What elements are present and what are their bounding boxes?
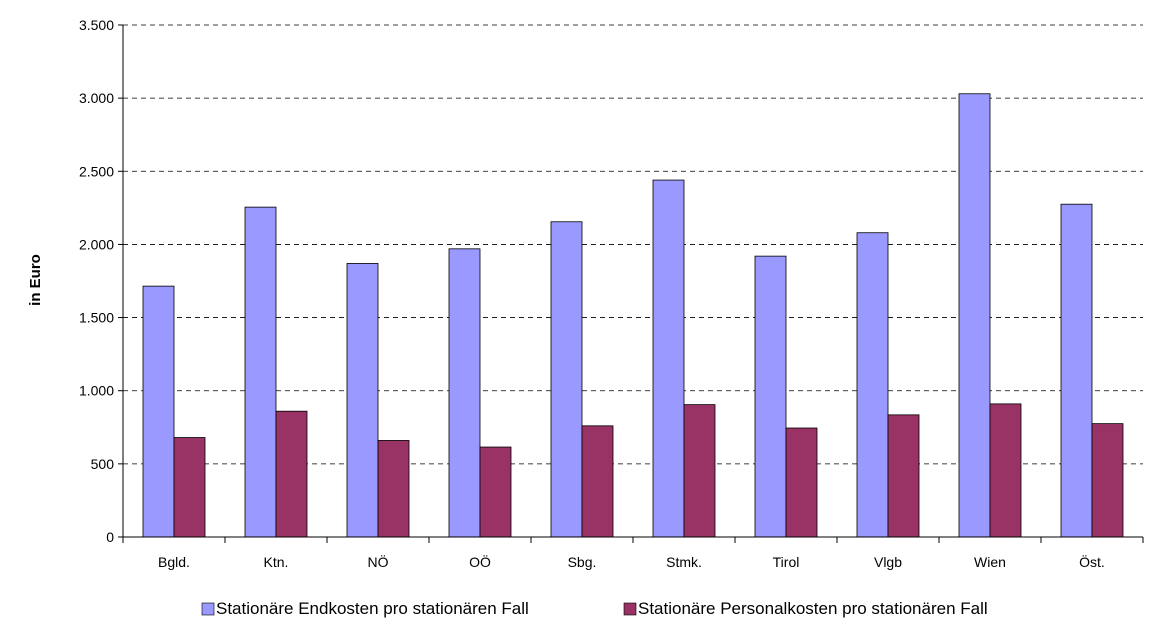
bar-personalkosten (683, 404, 716, 538)
bar-endkosten (244, 206, 277, 538)
bar-endkosten (856, 232, 889, 538)
y-tick-label: 500 (91, 456, 115, 472)
bar-personalkosten (887, 414, 920, 538)
y-tick-label: 3.500 (79, 17, 114, 33)
bar-endkosten (958, 93, 991, 538)
bar-endkosten (142, 285, 175, 538)
y-tick-label: 2.000 (79, 236, 114, 252)
bar-personalkosten (377, 440, 410, 538)
bar-endkosten (652, 179, 685, 538)
y-tick-label: 0 (106, 529, 114, 545)
legend-swatch-personalkosten (623, 602, 637, 616)
x-tick-label: Wien (974, 554, 1006, 570)
bar-personalkosten (479, 446, 512, 538)
bar-personalkosten (989, 403, 1022, 538)
bars (142, 93, 1124, 538)
bar-personalkosten (173, 437, 206, 538)
legend: Stationäre Endkosten pro stationären Fal… (201, 599, 988, 618)
x-tick-label: Vlgb (874, 554, 902, 570)
bar-endkosten (1060, 203, 1093, 538)
x-tick-label: Sbg. (568, 554, 597, 570)
bar-endkosten (754, 255, 787, 538)
bar-personalkosten (785, 427, 818, 538)
x-tick-label: Ktn. (264, 554, 289, 570)
y-axis-title: in Euro (27, 254, 44, 306)
y-tick-label: 2.500 (79, 163, 114, 179)
bar-personalkosten (1091, 423, 1124, 538)
x-tick-label: Stmk. (666, 554, 702, 570)
bar-personalkosten (581, 425, 614, 538)
y-tick-label: 1.000 (79, 383, 114, 399)
legend-label-endkosten: Stationäre Endkosten pro stationären Fal… (216, 599, 529, 618)
x-tick-label: Öst. (1079, 553, 1105, 570)
bar-endkosten (346, 263, 379, 538)
legend-swatch-endkosten (201, 602, 215, 616)
y-tick-labels: 0 500 1.000 1.500 2.000 2.500 3.000 3.500 (79, 17, 123, 545)
bar-endkosten (448, 248, 481, 538)
bar-endkosten (550, 221, 583, 538)
legend-label-personalkosten: Stationäre Personalkosten pro stationäre… (638, 599, 988, 618)
bar-personalkosten (275, 410, 308, 538)
x-tick-labels: Bgld. Ktn. NÖ OÖ Sbg. Stmk. Tirol Vlgb Wien Öst. (122, 537, 1144, 570)
x-tick-label: NÖ (368, 553, 389, 570)
y-tick-label: 1.500 (79, 310, 114, 326)
x-tick-label: Bgld. (158, 554, 190, 570)
x-tick-label: OÖ (469, 553, 491, 570)
x-tick-label: Tirol (773, 554, 800, 570)
y-tick-label: 3.000 (79, 90, 114, 106)
